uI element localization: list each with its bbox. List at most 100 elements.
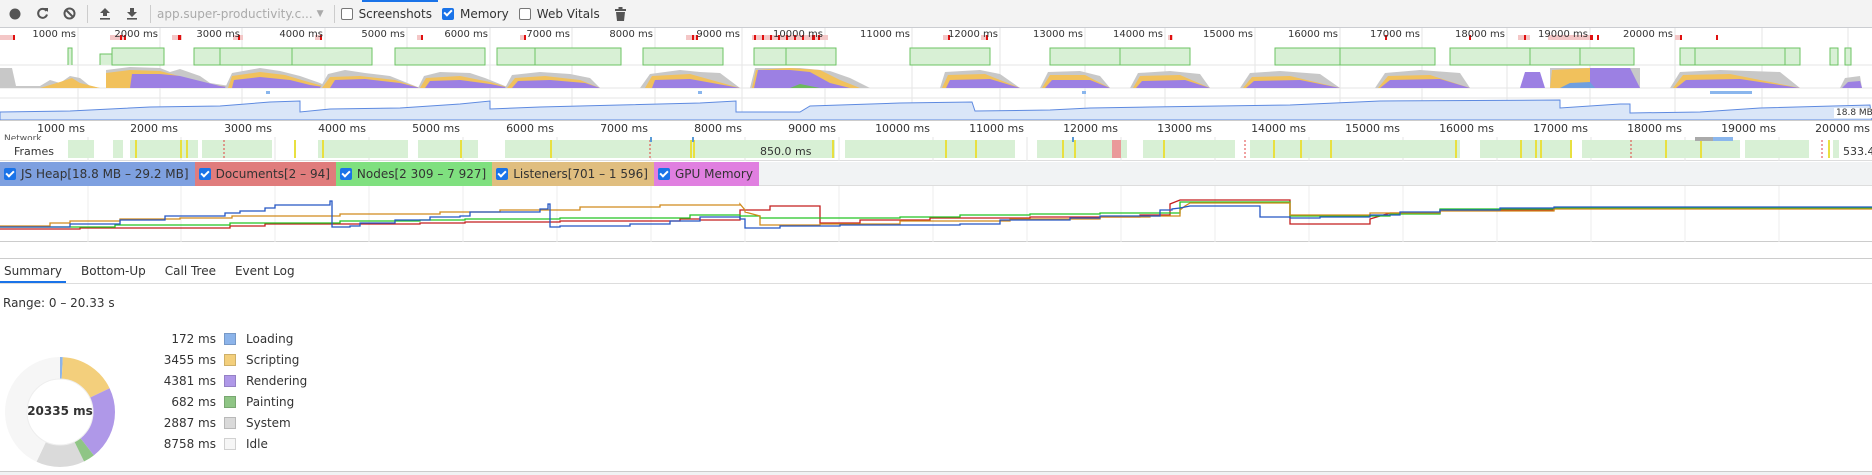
checkbox-box[interactable] bbox=[198, 168, 211, 180]
toolbar-divider bbox=[150, 4, 151, 23]
reload-record-button[interactable] bbox=[31, 3, 53, 25]
legend-system: 2887 ms System bbox=[130, 414, 330, 434]
overview-tick: 2000 ms bbox=[114, 29, 158, 40]
web-vitals-checkbox[interactable]: Web Vitals bbox=[518, 7, 600, 21]
ruler-tick: 15000 ms bbox=[1345, 122, 1400, 135]
counter-js-heap[interactable]: JS Heap[18.8 MB – 29.2 MB] bbox=[0, 162, 195, 186]
record-button[interactable] bbox=[4, 3, 26, 25]
counter-label: Listeners[701 – 1 596] bbox=[513, 167, 648, 181]
legend-swatch bbox=[224, 396, 236, 408]
legend-name: System bbox=[246, 416, 291, 430]
overview-tick: 6000 ms bbox=[444, 29, 488, 40]
counter-gpu-memory[interactable]: GPU Memory bbox=[653, 162, 759, 186]
summary-total: 20335 ms bbox=[27, 404, 93, 418]
active-indicator bbox=[362, 0, 438, 2]
frames-graph bbox=[68, 137, 1839, 161]
checkbox-box[interactable] bbox=[339, 168, 352, 180]
network-track-label[interactable]: Network bbox=[4, 134, 42, 140]
memory-counter-graph[interactable] bbox=[0, 186, 1872, 242]
memory-label: Memory bbox=[459, 6, 509, 21]
legend-name: Scripting bbox=[246, 353, 300, 367]
summary-pie-chart bbox=[5, 357, 115, 467]
timeline-ruler: 1000 ms 2000 ms 3000 ms 4000 ms 5000 ms … bbox=[0, 120, 1872, 136]
legend-idle: 8758 ms Idle bbox=[130, 435, 330, 455]
ruler-tick: 16000 ms bbox=[1439, 122, 1494, 135]
legend-value: 172 ms bbox=[171, 332, 216, 346]
ruler-tick: 9000 ms bbox=[788, 122, 836, 135]
legend-rendering: 4381 ms Rendering bbox=[130, 372, 330, 392]
frame-duration-label: 533.4 bbox=[1843, 145, 1872, 158]
clear-button[interactable] bbox=[58, 3, 80, 25]
ruler-tick: 3000 ms bbox=[224, 122, 272, 135]
trash-icon bbox=[615, 6, 627, 21]
memory-checkbox[interactable]: Memory bbox=[441, 6, 509, 21]
dropdown-caret-icon[interactable]: ▼ bbox=[316, 8, 324, 19]
checkbox-box[interactable] bbox=[496, 168, 509, 180]
overview-tick: 20000 ms bbox=[1623, 29, 1673, 40]
overview-tick: 11000 ms bbox=[860, 29, 910, 40]
checkbox-box[interactable] bbox=[518, 7, 531, 20]
memory-lines bbox=[0, 186, 1872, 242]
clear-icon bbox=[63, 7, 75, 20]
legend-value: 682 ms bbox=[171, 395, 216, 409]
legend-value: 2887 ms bbox=[163, 416, 216, 430]
tab-summary[interactable]: Summary bbox=[0, 259, 66, 283]
legend-loading: 172 ms Loading bbox=[130, 330, 330, 350]
checkbox-box[interactable] bbox=[441, 7, 454, 20]
legend-painting: 682 ms Painting bbox=[130, 393, 330, 413]
tab-call-tree[interactable]: Call Tree bbox=[164, 264, 216, 278]
ruler-tick: 12000 ms bbox=[1063, 122, 1118, 135]
load-profile-button[interactable] bbox=[94, 3, 116, 25]
overview-time-ticks: 1000 ms 2000 ms 3000 ms 4000 ms 5000 ms … bbox=[0, 28, 1872, 40]
toolbar-divider bbox=[87, 4, 88, 23]
ruler-tick: 11000 ms bbox=[969, 122, 1024, 135]
legend-scripting: 3455 ms Scripting bbox=[130, 351, 330, 371]
ruler-tick: 13000 ms bbox=[1157, 122, 1212, 135]
checkbox-box[interactable] bbox=[657, 168, 670, 180]
garbage-collect-button[interactable] bbox=[610, 3, 632, 25]
overview-tick: 18000 ms bbox=[1455, 29, 1505, 40]
overview-graph bbox=[0, 28, 1872, 120]
tab-bottom-up[interactable]: Bottom-Up bbox=[81, 264, 146, 278]
ruler-tick: 2000 ms bbox=[130, 122, 178, 135]
ruler-tick: 14000 ms bbox=[1251, 122, 1306, 135]
legend-swatch bbox=[224, 333, 236, 345]
ruler-tick: 7000 ms bbox=[600, 122, 648, 135]
ruler-tick: 17000 ms bbox=[1533, 122, 1588, 135]
legend-name: Idle bbox=[246, 437, 268, 451]
counter-listeners[interactable]: Listeners[701 – 1 596] bbox=[492, 162, 654, 186]
overview-tick: 4000 ms bbox=[279, 29, 323, 40]
timeline-overview[interactable]: 1000 ms 2000 ms 3000 ms 4000 ms 5000 ms … bbox=[0, 28, 1872, 120]
overview-tick: 14000 ms bbox=[1113, 29, 1163, 40]
ruler-tick: 6000 ms bbox=[506, 122, 554, 135]
overview-tick: 8000 ms bbox=[609, 29, 653, 40]
overview-tick: 10000 ms bbox=[773, 29, 823, 40]
memory-counters: JS Heap[18.8 MB – 29.2 MB] Documents[2 –… bbox=[0, 162, 1872, 186]
ruler-tick: 4000 ms bbox=[318, 122, 366, 135]
screenshots-checkbox[interactable]: Screenshots bbox=[340, 7, 432, 21]
heap-min-label: 18.8 MB bbox=[1834, 108, 1872, 118]
legend-swatch bbox=[224, 375, 236, 387]
legend-swatch bbox=[224, 354, 236, 366]
legend-name: Loading bbox=[246, 332, 294, 346]
counter-documents[interactable]: Documents[2 – 94] bbox=[194, 162, 336, 186]
overview-tick: 17000 ms bbox=[1370, 29, 1420, 40]
frames-track-label: Frames bbox=[14, 145, 55, 158]
legend-name: Rendering bbox=[246, 374, 308, 388]
tab-event-log[interactable]: Event Log bbox=[234, 264, 295, 278]
frames-track[interactable]: Network Frames 850.0 ms 533.4 bbox=[0, 134, 1872, 161]
counter-nodes[interactable]: Nodes[2 309 – 7 927] bbox=[335, 162, 493, 186]
legend-name: Painting bbox=[246, 395, 295, 409]
ruler-tick: 20000 ms bbox=[1815, 122, 1870, 135]
download-profile-icon bbox=[127, 8, 137, 20]
legend-swatch bbox=[224, 417, 236, 429]
upload-profile-icon bbox=[100, 8, 110, 20]
checkbox-box[interactable] bbox=[4, 168, 16, 180]
checkbox-box[interactable] bbox=[340, 7, 353, 20]
details-tabs: Summary Bottom-Up Call Tree Event Log bbox=[0, 258, 1872, 284]
ruler-tick: 1000 ms bbox=[37, 122, 85, 135]
ruler-tick: 18000 ms bbox=[1627, 122, 1682, 135]
save-profile-button[interactable] bbox=[121, 3, 143, 25]
ruler-tick: 8000 ms bbox=[694, 122, 742, 135]
target-select[interactable]: app.super-productivity.c... bbox=[157, 6, 313, 21]
